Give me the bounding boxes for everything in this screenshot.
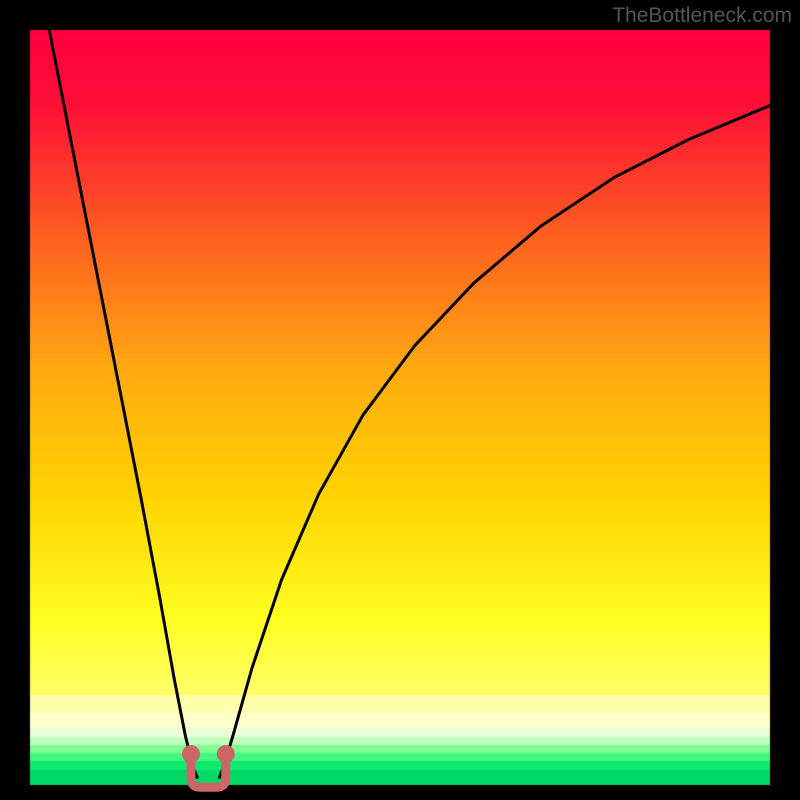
watermark-text: TheBottleneck.com xyxy=(612,4,792,28)
chart-container: TheBottleneck.com xyxy=(0,0,800,800)
gradient-background xyxy=(0,0,800,800)
